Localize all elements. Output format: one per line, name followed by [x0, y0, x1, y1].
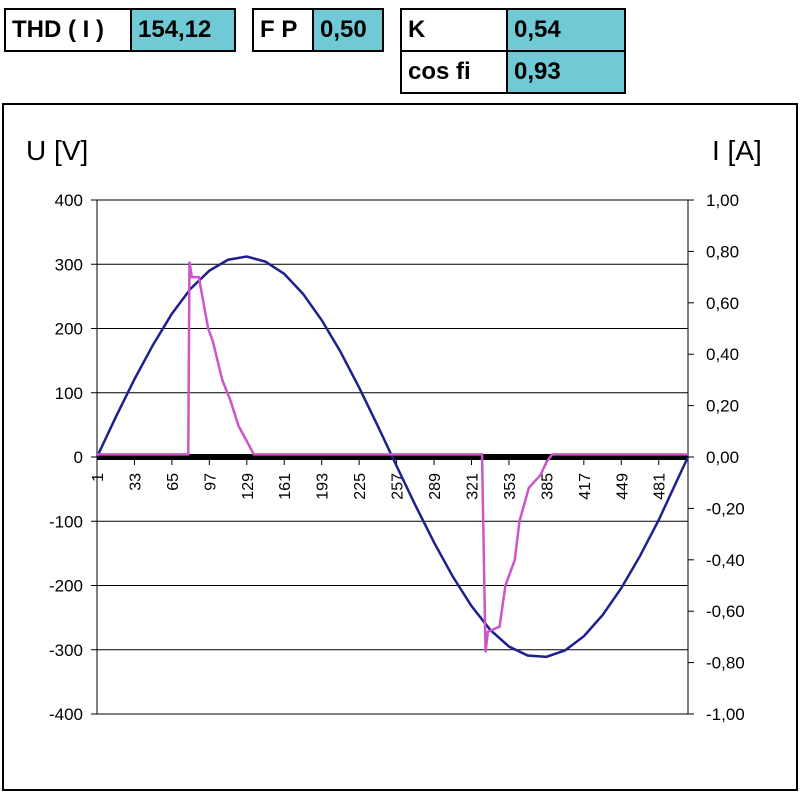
x-tick-label: 193	[315, 473, 332, 500]
x-tick-label: 161	[277, 473, 294, 500]
y-tick-label: -100	[49, 512, 83, 531]
fp-value: 0,50	[312, 8, 384, 52]
y2-tick-label: 0,60	[706, 294, 739, 313]
y-axis-title: U [V]	[26, 135, 88, 166]
y-tick-label: 400	[55, 191, 83, 210]
chart-frame	[2, 103, 798, 791]
y2-axis-title: I [A]	[712, 135, 762, 166]
y2-tick-label: -0,60	[706, 602, 745, 621]
y-tick-label: 100	[55, 384, 83, 403]
x-tick-label: 353	[502, 473, 519, 500]
y-tick-label: -300	[49, 641, 83, 660]
y2-tick-label: 1,00	[706, 191, 739, 210]
thd-value: 154,12	[130, 8, 236, 52]
series-line	[97, 261, 688, 653]
x-tick-label: 97	[202, 473, 219, 491]
y2-tick-label: 0,40	[706, 345, 739, 364]
x-tick-label: 449	[614, 473, 631, 500]
y2-tick-label: -0,80	[706, 654, 745, 673]
y2-tick-label: 0,80	[706, 242, 739, 261]
y2-tick-label: -0,20	[706, 499, 745, 518]
cosfi-value: 0,93	[506, 50, 626, 94]
y2-tick-label: 0,00	[706, 448, 739, 467]
y2-tick-label: -0,40	[706, 551, 745, 570]
y-tick-label: 200	[55, 320, 83, 339]
x-tick-label: 33	[127, 473, 144, 491]
y2-tick-label: 0,20	[706, 397, 739, 416]
thd-label: THD ( I )	[4, 8, 132, 52]
x-tick-label: 129	[240, 473, 257, 500]
cosfi-label: cos fi	[400, 50, 508, 94]
x-tick-label: 225	[352, 473, 369, 500]
x-tick-label: 481	[652, 473, 669, 500]
x-tick-label: 417	[577, 473, 594, 500]
x-tick-label: 257	[390, 473, 407, 500]
x-tick-label: 385	[539, 473, 556, 500]
y2-tick-label: -1,00	[706, 705, 745, 724]
x-tick-label: 321	[464, 473, 481, 500]
x-tick-label: 1	[90, 473, 107, 482]
y-tick-label: 0	[74, 448, 83, 467]
y-tick-label: 300	[55, 255, 83, 274]
y-tick-label: -200	[49, 577, 83, 596]
y-tick-label: -400	[49, 705, 83, 724]
x-tick-label: 65	[165, 473, 182, 491]
series-line	[95, 255, 690, 659]
x-tick-label: 289	[427, 473, 444, 500]
